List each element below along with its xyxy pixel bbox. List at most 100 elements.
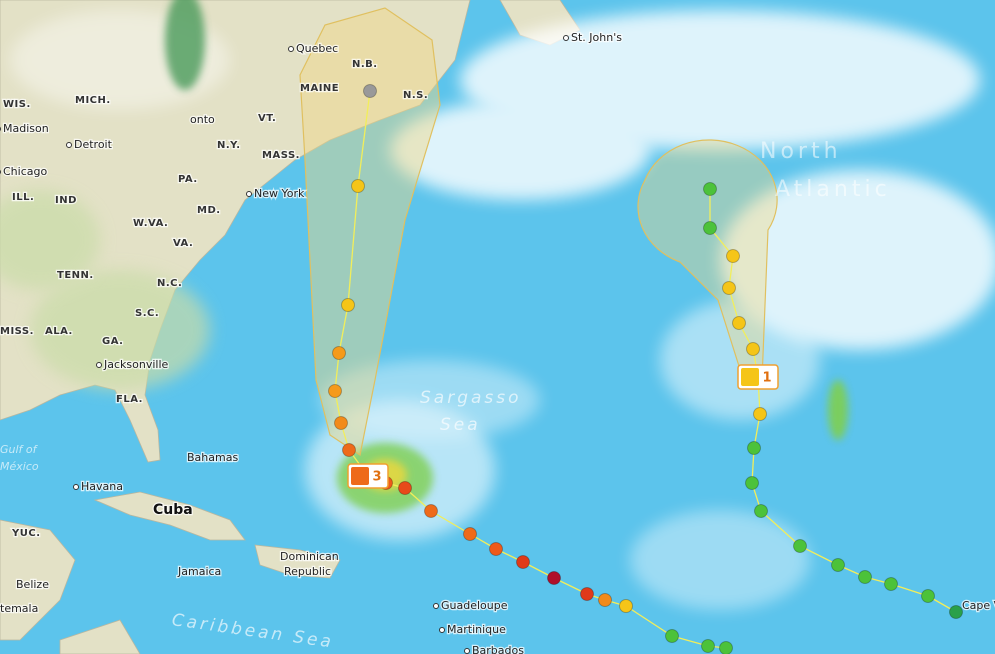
- place-label: FLA.: [116, 394, 143, 405]
- place-label: ALA.: [45, 326, 73, 337]
- city-dot: [73, 484, 79, 490]
- place-label: Bahamas: [187, 451, 238, 464]
- forecast-cone: [299, 7, 441, 456]
- track-point: [516, 555, 530, 569]
- place-label: N.Y.: [217, 140, 241, 151]
- track-point: [747, 441, 761, 455]
- place-label: ILL.: [12, 192, 34, 203]
- track-point: [753, 407, 767, 421]
- track-point: [334, 416, 348, 430]
- track-point: [719, 641, 733, 654]
- track-point: [332, 346, 346, 360]
- track-point: [665, 629, 679, 643]
- place-label: Barbados: [472, 644, 524, 654]
- track-point: [424, 504, 438, 518]
- track-point: [754, 504, 768, 518]
- city-dot: [433, 603, 439, 609]
- place-label: Cuba: [153, 502, 193, 518]
- city-dot: [246, 191, 252, 197]
- place-label: Jamaica: [177, 565, 221, 578]
- place-label: MISS.: [0, 326, 34, 337]
- track-point: [363, 84, 377, 98]
- track-point: [884, 577, 898, 591]
- place-label: Guadeloupe: [441, 599, 508, 612]
- place-label: GA.: [102, 336, 123, 347]
- storm-icon: [741, 368, 759, 386]
- track-point: [726, 249, 740, 263]
- place-label: Chicago: [3, 165, 47, 178]
- storm-icon: [351, 467, 369, 485]
- place-label: Havana: [81, 480, 123, 493]
- city-dot: [66, 142, 72, 148]
- place-label: Martinique: [447, 623, 506, 636]
- storm-badge: 3: [347, 463, 389, 489]
- place-label: MASS.: [262, 150, 300, 161]
- place-label: VA.: [173, 238, 193, 249]
- city-dot: [288, 46, 294, 52]
- place-label: YUC.: [11, 528, 41, 539]
- track-point: [793, 539, 807, 553]
- track-point: [732, 316, 746, 330]
- track-point: [722, 281, 736, 295]
- place-label: temala: [0, 602, 38, 615]
- track-point: [398, 481, 412, 495]
- track-point: [547, 571, 561, 585]
- track-point: [949, 605, 963, 619]
- place-label: MICH.: [75, 95, 111, 106]
- place-label: PA.: [178, 174, 198, 185]
- track-point: [858, 570, 872, 584]
- city-dot: [464, 648, 470, 654]
- place-label: Republic: [284, 565, 331, 578]
- place-label: Dominican: [280, 550, 339, 563]
- map-labels: Quebec N.B. MAINE N.S. St. John's WIS. MICH. Ma…: [0, 30, 995, 654]
- place-label: N.S.: [403, 90, 428, 101]
- track-point: [703, 182, 717, 196]
- place-label: Cape V: [962, 599, 995, 612]
- track-point: [703, 221, 717, 235]
- city-dot: [0, 169, 1, 175]
- place-label: Jacksonville: [103, 358, 169, 371]
- track-point: [463, 527, 477, 541]
- city-dot: [439, 627, 445, 633]
- track-point: [619, 599, 633, 613]
- track-point: [342, 443, 356, 457]
- track-point: [746, 342, 760, 356]
- track-point: [921, 589, 935, 603]
- place-label: TENN.: [57, 270, 94, 281]
- track-point: [341, 298, 355, 312]
- vegetation: [0, 190, 210, 390]
- place-label: WIS.: [3, 99, 31, 110]
- place-label: N.B.: [352, 59, 378, 70]
- track-point: [831, 558, 845, 572]
- track-point: [598, 593, 612, 607]
- city-dot: [96, 362, 102, 368]
- storm-badge: 1: [737, 364, 779, 390]
- place-label: MAINE: [300, 83, 339, 94]
- city-dot: [563, 35, 569, 41]
- place-label: Gulf of: [0, 443, 39, 456]
- storm-category: 1: [762, 371, 771, 386]
- place-label: México: [0, 460, 39, 473]
- place-label: Quebec: [296, 42, 338, 55]
- place-label: W.VA.: [133, 218, 168, 229]
- place-label: VT.: [258, 113, 276, 124]
- place-label: IND: [55, 195, 77, 206]
- place-label: Sea: [440, 415, 481, 435]
- track-point: [701, 639, 715, 653]
- place-label: N.C.: [157, 278, 182, 289]
- track-point: [745, 476, 759, 490]
- city-dot: [0, 126, 1, 132]
- track-point: [351, 179, 365, 193]
- place-label: onto: [190, 113, 215, 126]
- place-label: New York: [254, 187, 305, 200]
- place-label: Madison: [3, 122, 49, 135]
- place-label: Detroit: [74, 138, 113, 151]
- place-label: Belize: [16, 578, 49, 591]
- place-label: Atlantic: [775, 177, 891, 202]
- track-point: [489, 542, 503, 556]
- storm-tracks: 31: [328, 84, 963, 654]
- track-point: [328, 384, 342, 398]
- place-label: North: [760, 139, 842, 164]
